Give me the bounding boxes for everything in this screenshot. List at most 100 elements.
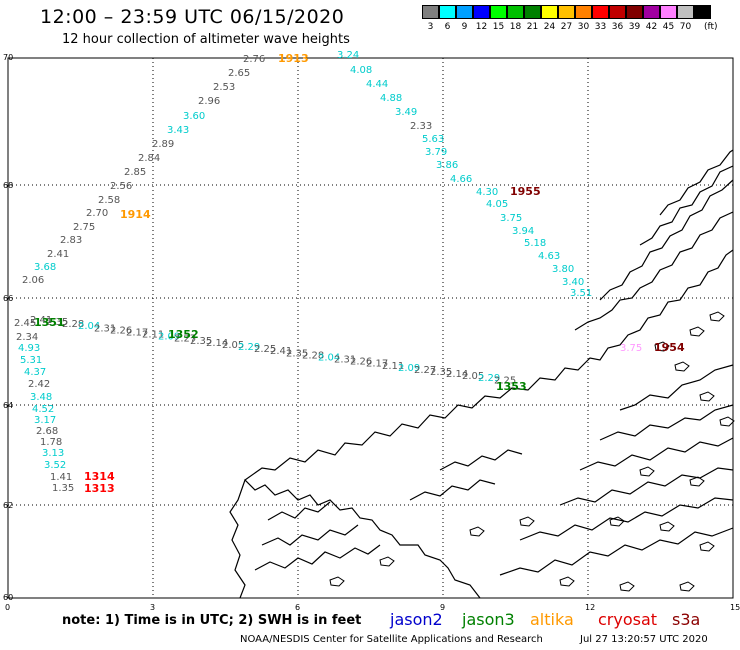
wave-value: 2.35: [430, 367, 452, 378]
wave-value: 3.13: [42, 448, 64, 459]
wave-value: 1.78: [40, 437, 62, 448]
wave-value: 2.17: [366, 359, 388, 370]
legend-swatch: [473, 5, 490, 19]
wave-value: 2.26: [350, 357, 372, 368]
legend-swatch: [541, 5, 558, 19]
wave-value: 4.05: [486, 199, 508, 210]
wave-value: 4.52: [32, 404, 54, 415]
wave-value: 3.75: [500, 213, 522, 224]
time-label: 1313: [84, 482, 115, 495]
wave-value: 2.70: [86, 208, 108, 219]
wave-value: 2.05: [222, 340, 244, 351]
coastline: [659, 149, 734, 216]
wave-value: 4.66: [450, 174, 472, 185]
coastline: [409, 479, 496, 501]
island: [719, 416, 735, 427]
wave-value: 3.80: [552, 264, 574, 275]
legend-label: 36: [611, 22, 624, 32]
legend-label: 45: [662, 22, 675, 32]
coastline: [267, 501, 331, 521]
wave-value: 2.11: [382, 361, 404, 372]
wave-value: 4.08: [350, 65, 372, 76]
legend-label: 21: [526, 22, 539, 32]
wave-value: 2.05: [462, 371, 484, 382]
coastline: [579, 437, 734, 471]
island: [699, 541, 715, 552]
island: [689, 476, 705, 487]
legend-label: 24: [543, 22, 556, 32]
satellite-name-altika: altika: [530, 610, 574, 629]
coastline: [254, 544, 381, 571]
wave-value: 2.35: [286, 348, 308, 359]
island: [674, 361, 690, 372]
wave-value: 2.11: [142, 330, 164, 341]
y-tick-label: 68: [3, 181, 13, 190]
island: [619, 581, 635, 592]
wave-value: 4.93: [18, 343, 40, 354]
wave-value: 2.42: [28, 379, 50, 390]
legend-label: 6: [444, 22, 451, 32]
wave-value: 3.49: [395, 107, 417, 118]
legend-label: 3: [427, 22, 434, 32]
legend-swatch: [677, 5, 694, 19]
wave-value: 3.94: [512, 226, 534, 237]
map-title: 12:00 – 23:59 UTC 06/15/2020: [40, 6, 345, 28]
wave-value: 2.96: [198, 96, 220, 107]
x-tick-label: 0: [5, 603, 10, 612]
legend-label: 27: [560, 22, 573, 32]
island: [709, 311, 725, 322]
wave-value: 2.09: [158, 332, 180, 343]
legend-label: 70: [679, 22, 692, 32]
wave-value: 1.41: [50, 472, 72, 483]
wave-value: 3.75: [620, 343, 642, 354]
island: [519, 516, 535, 527]
x-tick-label: 3: [150, 603, 155, 612]
x-tick-label: 6: [295, 603, 300, 612]
wave-value: 2.26: [110, 325, 132, 336]
wave-value: 2.28: [62, 319, 84, 330]
island: [699, 391, 715, 402]
map-note: note: 1) Time is in UTC; 2) SWH is in fe…: [62, 613, 362, 628]
legend-label: 18: [509, 22, 522, 32]
legend-label: 33: [594, 22, 607, 32]
footer-date: Jul 27 13:20:57 UTC 2020: [580, 634, 708, 645]
legend-label: 42: [645, 22, 658, 32]
island: [679, 581, 695, 592]
island: [659, 521, 675, 532]
wave-value: 3.43: [167, 125, 189, 136]
y-tick-label: 62: [3, 501, 13, 510]
wave-value: 3.79: [425, 147, 447, 158]
island: [329, 576, 345, 587]
wave-value: 2.85: [124, 167, 146, 178]
time-label: 1352: [168, 328, 199, 341]
wave-value: 2.45: [14, 318, 36, 329]
legend-swatch: [660, 5, 677, 19]
wave-value: 5.31: [20, 355, 42, 366]
wave-value: 2.29: [478, 373, 500, 384]
legend-swatch: [439, 5, 456, 19]
wave-value: 2.31: [94, 323, 116, 334]
legend-swatch: [456, 5, 473, 19]
wave-value: 2.83: [60, 235, 82, 246]
wave-value: 3.52: [44, 460, 66, 471]
wave-value: 2.34: [16, 332, 38, 343]
wave-value: 4.63: [538, 251, 560, 262]
wave-value: 2.41: [30, 315, 52, 326]
coastline: [261, 524, 359, 546]
wave-value: 2.04: [318, 352, 340, 363]
legend-swatch: [558, 5, 575, 19]
wave-value: 2.29: [238, 342, 260, 353]
wave-value: 2.68: [36, 426, 58, 437]
coastline: [559, 467, 734, 506]
wave-value: 3.86: [436, 160, 458, 171]
coastline: [244, 249, 734, 481]
legend-swatch: [592, 5, 609, 19]
island: [654, 341, 670, 352]
wave-value: 2.09: [398, 363, 420, 374]
wave-value: 2.14: [206, 338, 228, 349]
wave-value: 4.30: [476, 187, 498, 198]
wave-value: 2.41: [47, 249, 69, 260]
wave-value: 4.88: [380, 93, 402, 104]
legend-label: 39: [628, 22, 641, 32]
wave-value: 2.84: [138, 153, 160, 164]
